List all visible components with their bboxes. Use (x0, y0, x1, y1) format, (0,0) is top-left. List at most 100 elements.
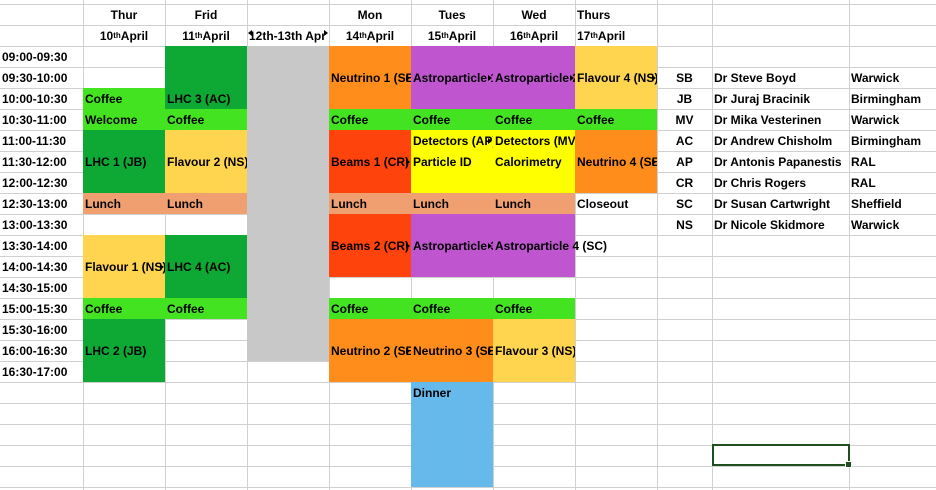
schedule-block[interactable]: Detectors (AP) (411, 130, 493, 151)
schedule-block[interactable]: Lunch (165, 193, 247, 214)
header-day[interactable] (247, 4, 329, 25)
speaker-institution[interactable]: Birmingham (851, 91, 922, 106)
schedule-block[interactable]: Astroparticle 3 (411, 214, 493, 277)
schedule-block[interactable]: Coffee (575, 109, 657, 130)
speaker-code[interactable]: MV (675, 112, 694, 127)
schedule-block[interactable]: Lunch (411, 193, 493, 214)
speaker-institution[interactable]: Warwick (851, 112, 900, 127)
schedule-block[interactable]: Flavour 4 (NS) (575, 46, 657, 109)
fill-handle[interactable] (845, 461, 852, 468)
speaker-institution[interactable]: Warwick (851, 70, 900, 85)
speaker-name[interactable]: Dr Mika Vesterinen (714, 112, 822, 127)
speaker-name[interactable]: Dr Juraj Bracinik (714, 91, 811, 106)
schedule-block[interactable]: Coffee (83, 88, 165, 109)
time-slot-label[interactable]: 09:30-10:00 (2, 70, 68, 85)
time-slot-label[interactable]: 10:30-11:00 (2, 112, 67, 127)
speaker-code[interactable]: CR (675, 175, 694, 190)
schedule-block[interactable]: Coffee (411, 109, 493, 130)
speaker-code[interactable]: SC (676, 196, 693, 211)
time-slot-label[interactable]: 15:30-16:00 (2, 322, 68, 337)
schedule-block[interactable]: Flavour 3 (NS) (493, 319, 575, 382)
schedule-block[interactable]: Lunch (493, 193, 575, 214)
speaker-code[interactable]: AC (675, 133, 694, 148)
schedule-block[interactable]: Dinner (411, 382, 493, 487)
session-label: Astroparticle 4 (SC) (495, 238, 608, 253)
schedule-block[interactable]: Neutrino 4 (SB) (575, 130, 657, 193)
time-slot-label[interactable]: 11:30-12:00 (2, 154, 67, 169)
header-date[interactable]: 12th-13th Apr (247, 25, 329, 46)
schedule-block[interactable]: Coffee (165, 298, 247, 319)
schedule-block[interactable]: Detectors (MV) (493, 130, 575, 151)
closeout-label[interactable]: Closeout (577, 196, 629, 211)
schedule-block[interactable]: LHC 3 (AC) (165, 88, 247, 109)
schedule-block[interactable]: Astroparticle 2 (493, 46, 575, 109)
schedule-block[interactable]: Calorimetry (493, 151, 575, 193)
schedule-block[interactable]: Coffee (329, 298, 411, 319)
schedule-block[interactable]: Coffee (329, 109, 411, 130)
schedule-block[interactable] (247, 46, 329, 361)
schedule-block[interactable]: Coffee (165, 109, 247, 130)
time-slot-label[interactable]: 16:00-16:30 (2, 343, 68, 358)
schedule-block[interactable]: Neutrino 2 (SB) (329, 319, 411, 382)
schedule-block[interactable]: Neutrino 1 (SB) (329, 46, 411, 109)
schedule-block[interactable]: Coffee (411, 298, 493, 319)
time-slot-label[interactable]: 14:00-14:30 (2, 259, 68, 274)
time-slot-label[interactable]: 11:00-11:30 (2, 133, 67, 148)
time-slot-label[interactable]: 15:00-15:30 (2, 301, 68, 316)
schedule-block[interactable]: Welcome (83, 109, 165, 130)
speaker-name[interactable]: Dr Nicole Skidmore (714, 217, 825, 232)
time-slot-label[interactable]: 13:30-14:00 (2, 238, 68, 253)
speaker-code[interactable]: JB (676, 91, 693, 106)
schedule-block[interactable]: Beams 2 (CR) (329, 214, 411, 277)
schedule-block[interactable]: Beams 1 (CR) (329, 130, 411, 193)
time-slot-label[interactable]: 12:30-13:00 (2, 196, 68, 211)
speaker-code[interactable]: AP (676, 154, 693, 169)
speaker-institution[interactable]: Warwick (851, 217, 900, 232)
header-day[interactable]: Thur (110, 7, 138, 22)
time-slot-label[interactable]: 16:30-17:00 (2, 364, 68, 379)
speaker-name[interactable]: Dr Andrew Chisholm (714, 133, 833, 148)
speaker-name[interactable]: Dr Antonis Papanestis (714, 154, 842, 169)
schedule-block[interactable]: Flavour 2 (NS) (165, 130, 247, 193)
speaker-institution[interactable]: RAL (851, 154, 876, 169)
header-day[interactable]: Mon (357, 7, 383, 22)
speaker-institution[interactable]: Sheffield (851, 196, 902, 211)
schedule-block[interactable]: Astroparticle 1 (411, 46, 493, 109)
speaker-name[interactable]: Dr Chris Rogers (714, 175, 807, 190)
schedule-block[interactable]: Coffee (83, 298, 165, 319)
header-day[interactable]: Thurs (577, 7, 611, 22)
schedule-block[interactable]: Flavour 1 (NS) (83, 235, 165, 298)
speaker-institution[interactable]: Birmingham (851, 133, 922, 148)
schedule-block[interactable]: Lunch (83, 193, 165, 214)
time-slot-label[interactable]: 12:00-12:30 (2, 175, 68, 190)
speaker-code[interactable]: NS (676, 217, 693, 232)
header-day[interactable]: Tues (438, 7, 466, 22)
schedule-block[interactable]: LHC 2 (JB) (83, 319, 165, 382)
speaker-institution[interactable]: RAL (851, 175, 876, 190)
time-slot-label[interactable]: 13:00-13:30 (2, 217, 68, 232)
schedule-block[interactable]: LHC 4 (AC) (165, 235, 247, 298)
schedule-block[interactable]: Lunch (329, 193, 411, 214)
time-slot-label[interactable]: 14:30-15:00 (2, 280, 68, 295)
active-cell-cursor[interactable] (712, 444, 852, 468)
speaker-name[interactable]: Dr Susan Cartwright (714, 196, 831, 211)
header-day[interactable]: Frid (194, 7, 218, 22)
speaker-code[interactable]: SB (676, 70, 693, 85)
schedule-block[interactable]: Coffee (493, 109, 575, 130)
time-slot-label[interactable]: 09:00-09:30 (2, 49, 68, 64)
schedule-block[interactable]: Coffee (493, 298, 575, 319)
schedule-block[interactable]: Neutrino 3 (SB) (411, 319, 493, 382)
schedule-block[interactable]: Astroparticle 4 (SC) (493, 214, 607, 277)
header-day[interactable]: Wed (521, 7, 547, 22)
speaker-name[interactable]: Dr Steve Boyd (714, 70, 797, 85)
time-slot-label[interactable]: 10:00-10:30 (2, 91, 68, 106)
schedule-block[interactable]: LHC 1 (JB) (83, 130, 165, 193)
schedule-block[interactable]: Particle ID (411, 151, 493, 193)
